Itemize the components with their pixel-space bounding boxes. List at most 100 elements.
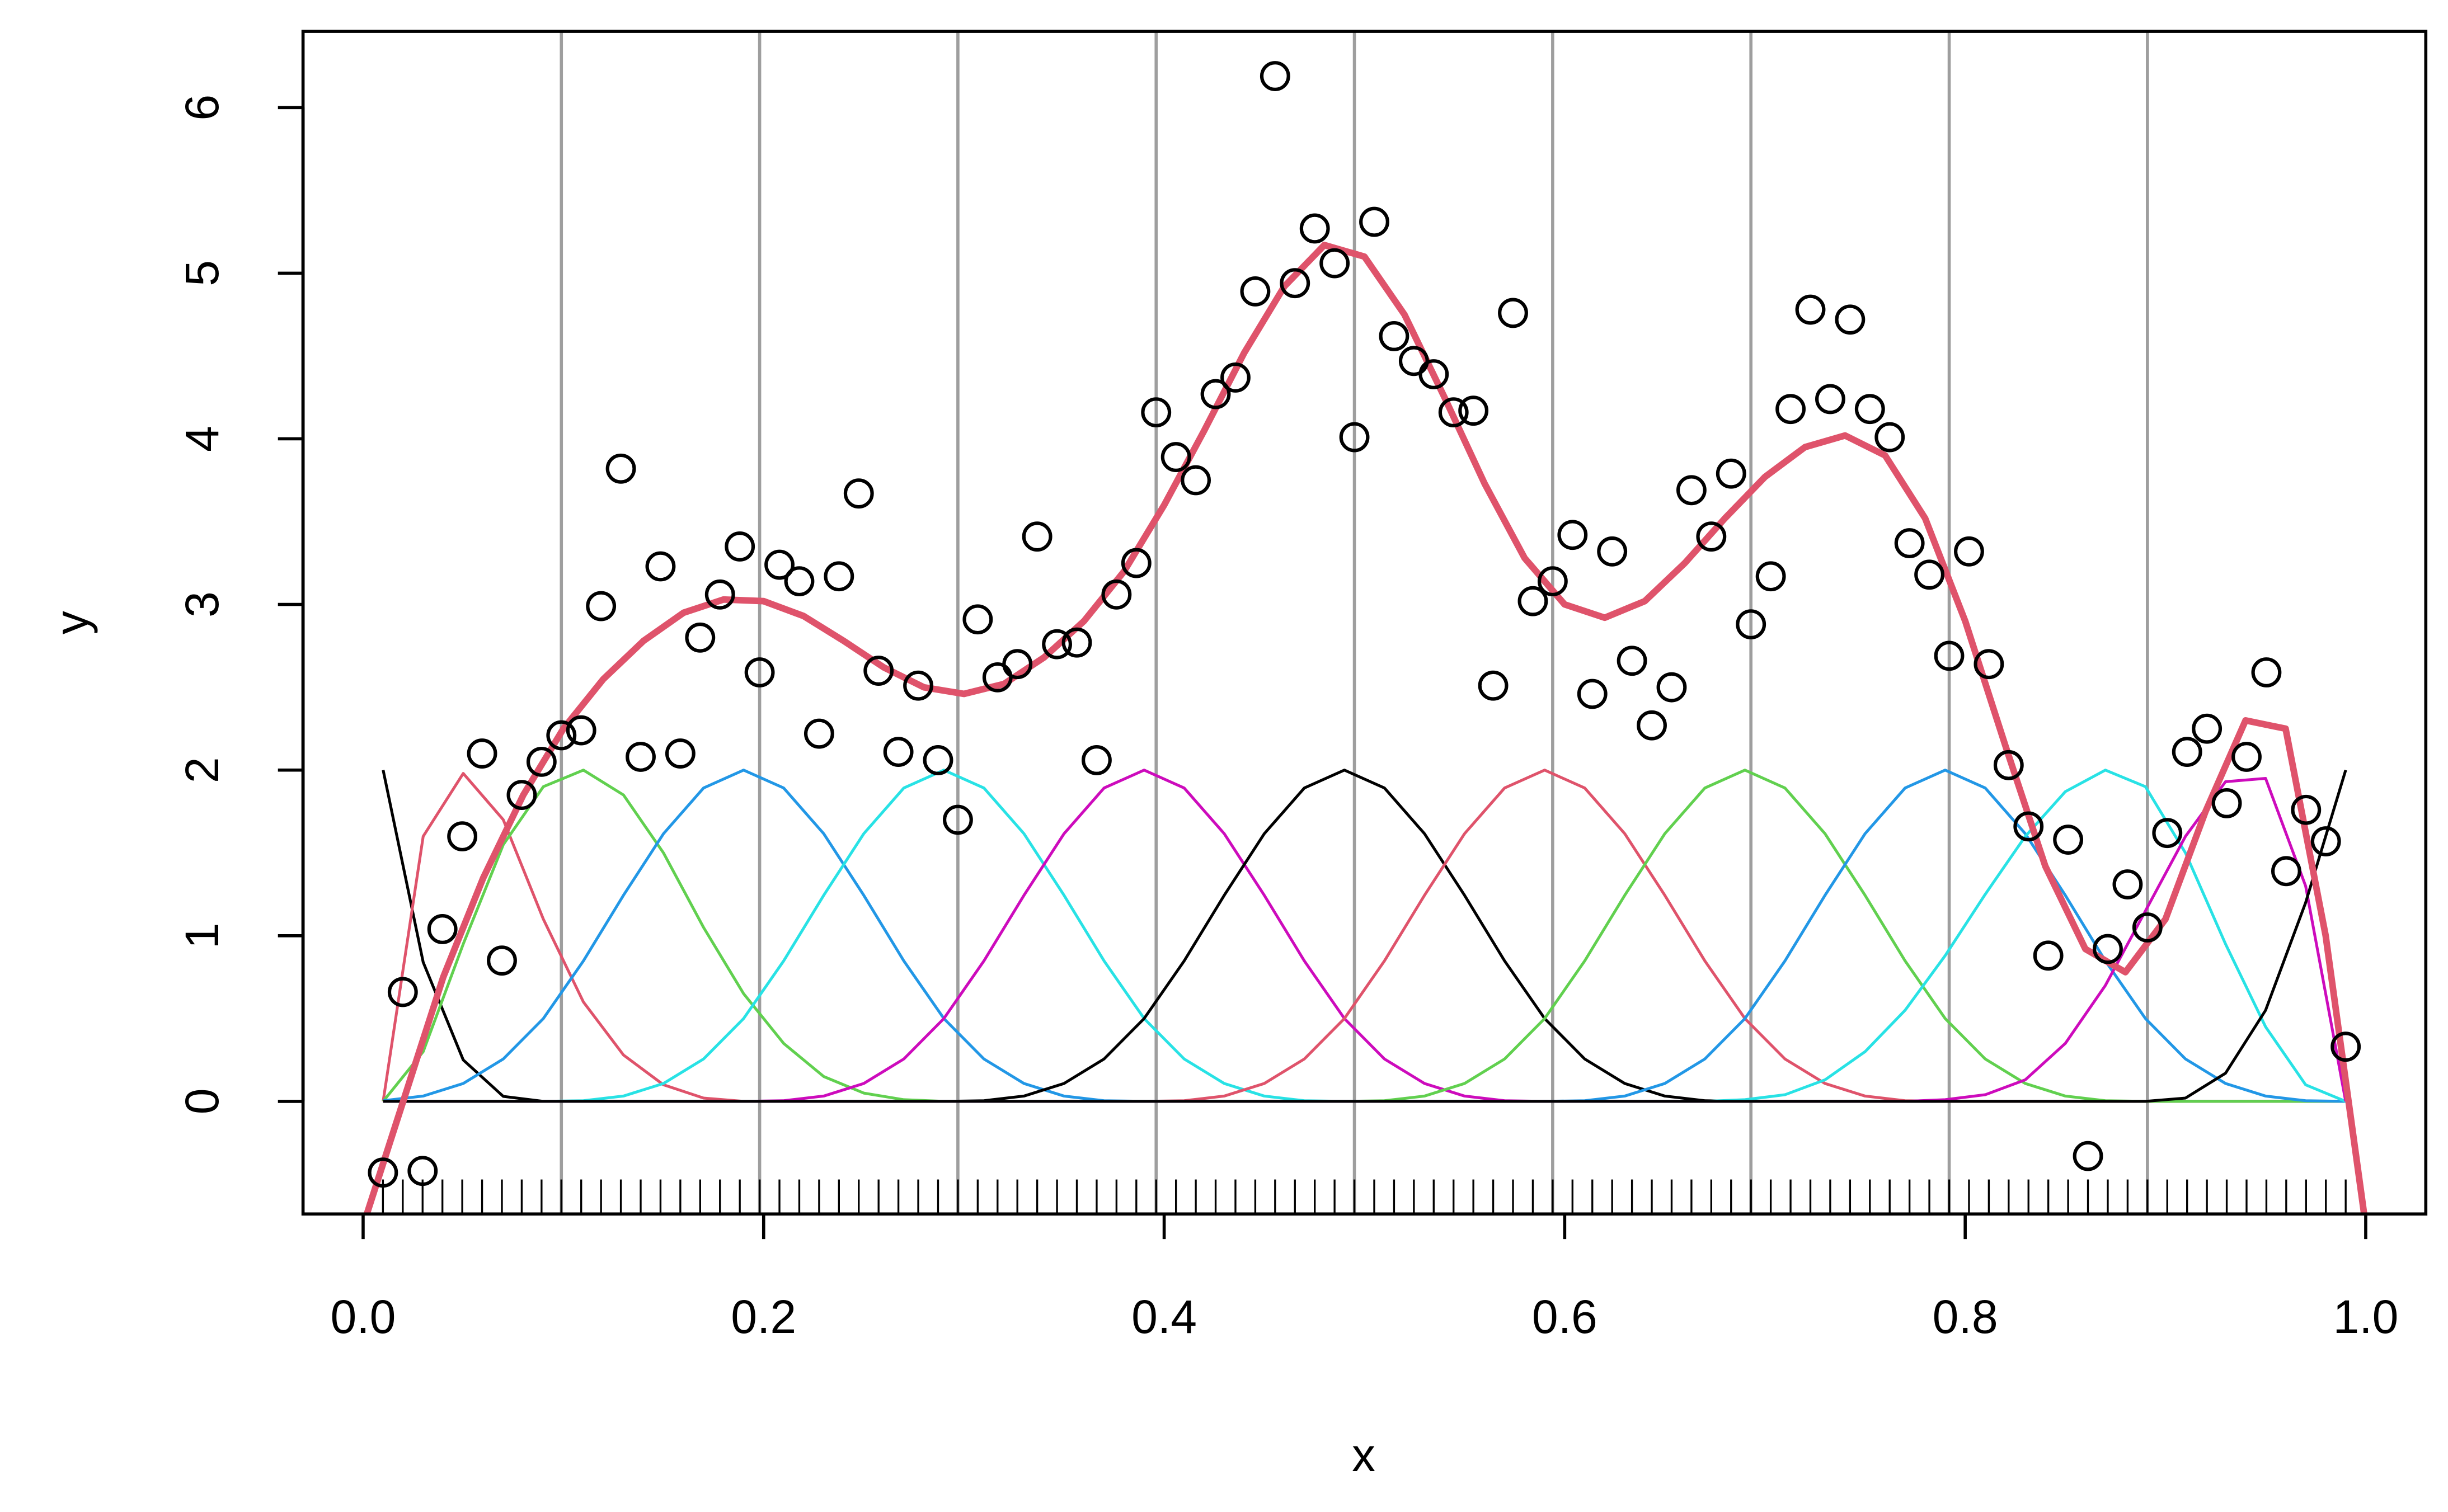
data-point <box>1220 362 1251 393</box>
data-point <box>962 604 993 635</box>
data-point <box>1061 627 1092 658</box>
data-point <box>566 715 596 746</box>
y-tick-label: 6 <box>176 95 228 121</box>
data-point <box>1974 649 2004 680</box>
data-point <box>506 780 537 811</box>
data-point <box>942 804 973 835</box>
data-point <box>368 1157 398 1188</box>
data-point <box>1478 670 1509 701</box>
data-point <box>1676 475 1707 506</box>
data-point <box>1874 422 1905 453</box>
data-point <box>804 718 834 749</box>
data-point <box>1894 528 1925 558</box>
data-point <box>2271 856 2301 887</box>
data-point <box>1716 458 1746 489</box>
data-point <box>1934 640 1965 671</box>
data-point <box>903 670 933 701</box>
data-point <box>1240 276 1271 307</box>
data-point <box>1498 298 1528 328</box>
data-point <box>824 561 854 592</box>
data-point <box>764 549 795 580</box>
data-point <box>387 977 418 1007</box>
data-point <box>2013 811 2044 842</box>
data-point <box>626 742 656 772</box>
data-point <box>1597 536 1628 567</box>
data-point <box>2231 742 2262 772</box>
data-point <box>1656 672 1687 703</box>
data-point <box>1617 646 1647 676</box>
data-point <box>843 478 874 509</box>
y-tick-label: 2 <box>176 757 228 783</box>
data-point <box>1002 649 1033 680</box>
x-tick-label: 0.0 <box>330 1290 396 1343</box>
data-point <box>526 746 557 777</box>
data-point <box>1458 395 1489 426</box>
data-point <box>1854 394 1885 425</box>
data-point <box>1815 384 1845 414</box>
data-point <box>1637 710 1667 741</box>
basis-curve <box>383 769 2347 1103</box>
data-point <box>2053 825 2084 855</box>
y-axis-label: y <box>45 611 98 634</box>
data-point <box>2251 657 2282 687</box>
data-point <box>1319 248 1350 279</box>
data-point <box>1042 629 1072 660</box>
data-point <box>447 821 478 852</box>
data-point <box>2172 737 2202 767</box>
x-tick-label: 1.0 <box>2333 1290 2398 1343</box>
y-tick-label: 4 <box>176 426 228 452</box>
data-point <box>1736 609 1766 640</box>
data-point <box>1557 520 1588 550</box>
data-point <box>863 656 894 686</box>
data-point <box>467 738 497 769</box>
x-tick-label: 0.4 <box>1131 1290 1197 1343</box>
y-tick-label: 0 <box>176 1089 228 1115</box>
data-point <box>1517 586 1548 616</box>
data-point <box>1537 566 1568 597</box>
data-point <box>1577 679 1608 709</box>
data-point <box>2093 934 2123 964</box>
data-point <box>2330 1031 2361 1062</box>
data-point <box>923 745 953 775</box>
x-tick-label: 0.6 <box>1532 1290 1597 1343</box>
data-point <box>1181 465 1211 496</box>
data-point <box>1696 521 1727 552</box>
data-point <box>1022 521 1053 552</box>
x-tick-label: 0.2 <box>731 1290 796 1343</box>
data-point <box>1200 379 1231 409</box>
data-point <box>685 622 716 653</box>
y-tick-label: 3 <box>176 591 228 618</box>
x-axis-label: x <box>1352 1429 1375 1481</box>
data-point <box>605 453 636 484</box>
data-point <box>1438 397 1469 428</box>
data-point <box>586 591 617 621</box>
data-point <box>1121 548 1152 578</box>
y-tick-label: 1 <box>176 922 228 949</box>
data-point <box>1101 579 1132 610</box>
data-point <box>784 566 815 597</box>
x-tick-label: 0.8 <box>1933 1290 1998 1343</box>
data-point <box>2033 940 2064 971</box>
data-point <box>1280 268 1310 299</box>
data-point <box>1954 536 1984 567</box>
data-point <box>1260 61 1290 91</box>
data-point <box>1379 321 1409 351</box>
y-tick-label: 5 <box>176 260 228 286</box>
data-point <box>665 738 696 769</box>
data-point <box>2112 869 2143 899</box>
data-point <box>2132 912 2163 943</box>
data-point <box>645 551 676 582</box>
data-point <box>427 914 458 944</box>
data-point <box>1359 206 1389 237</box>
data-point <box>2073 1141 2103 1171</box>
data-point <box>546 720 577 751</box>
data-point <box>744 657 775 687</box>
data-point <box>883 737 914 767</box>
data-point <box>2211 788 2242 818</box>
data-point <box>2291 794 2322 825</box>
data-point <box>1299 213 1330 244</box>
data-point <box>1835 304 1866 335</box>
